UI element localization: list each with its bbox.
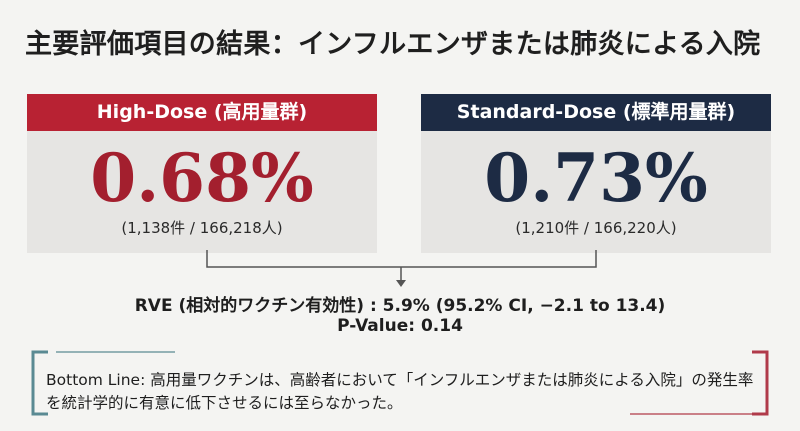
frame-bracket-left [31,350,48,416]
bottom-line-text: Bottom Line: 高用量ワクチンは、高齢者において「インフルエンザまたは… [46,371,754,412]
standard-dose-rate: 0.73% [484,139,708,217]
frame-bracket-right [752,350,769,416]
page-title: 主要評価項目の結果：インフルエンザまたは肺炎による入院 [25,29,761,60]
standard-dose-count: (1,210件 / 166,220人) [515,219,677,237]
standard-dose-header: Standard-Dose (標準用量群) [421,94,771,131]
arrow-down-icon [396,280,406,287]
high-dose-header: High-Dose (高用量群) [27,94,377,131]
high-dose-card: High-Dose (高用量群) 0.68% (1,138件 / 166,218… [27,94,377,253]
rve-result: RVE (相対的ワクチン有効性) : 5.9% (95.2% CI, −2.1 … [134,296,666,316]
standard-dose-card: Standard-Dose (標準用量群) 0.73% (1,210件 / 16… [421,94,771,253]
high-dose-count: (1,138件 / 166,218人) [121,219,283,237]
high-dose-rate: 0.68% [90,139,314,217]
p-value: P-Value: 0.14 [337,316,463,336]
